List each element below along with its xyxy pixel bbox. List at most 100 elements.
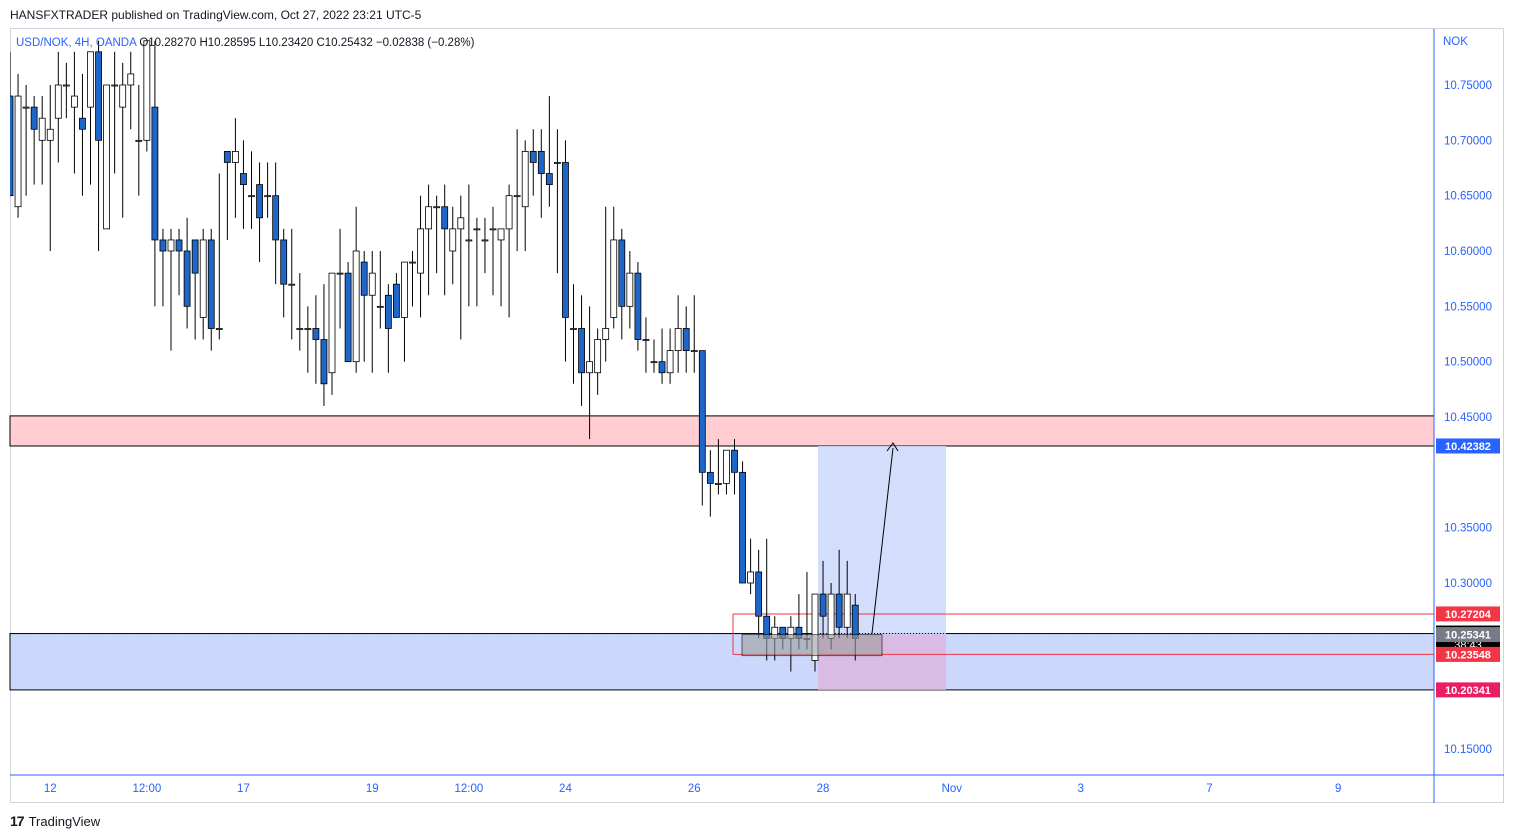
candle-body[interactable] [755,571,763,617]
price-tag[interactable] [1436,682,1500,698]
candle-body[interactable] [650,361,658,364]
candle-body[interactable] [54,84,62,119]
candle-body[interactable] [256,184,263,219]
candle-body[interactable] [401,261,408,318]
candle-body[interactable] [7,95,14,197]
candle-body[interactable] [384,294,392,329]
candle-body[interactable] [368,272,376,296]
candle-body[interactable] [296,328,304,330]
candle-body[interactable] [167,239,175,252]
candle-body[interactable] [634,272,642,340]
candle-body[interactable] [336,272,344,275]
candle-body[interactable] [425,206,433,230]
candle-body[interactable] [62,84,70,87]
candle-body[interactable] [352,250,360,363]
price-tag[interactable] [1436,438,1500,454]
candle-body[interactable] [578,328,585,374]
candle-body[interactable] [280,239,288,285]
candle-body[interactable] [747,571,754,584]
candle-body[interactable] [819,593,827,617]
resistance-zone[interactable] [9,415,1435,447]
candle-body[interactable] [231,150,239,163]
candle-body[interactable] [457,217,465,230]
candle-body[interactable] [264,195,272,198]
candle-body[interactable] [473,228,481,231]
candle-body[interactable] [159,239,167,252]
candle-body[interactable] [521,150,529,208]
candle-body[interactable] [215,328,223,330]
target-arrow-line[interactable] [871,447,894,634]
candle-body[interactable] [417,228,424,274]
candle-body[interactable] [594,339,602,374]
candle-body[interactable] [30,106,38,130]
candle-body[interactable] [119,84,127,108]
candle-body[interactable] [441,206,449,230]
candle-body[interactable] [642,339,650,341]
candle-body[interactable] [433,206,441,209]
candle-body[interactable] [610,239,618,318]
candle-body[interactable] [223,150,231,163]
candle-body[interactable] [248,195,255,198]
price-tag[interactable] [1436,606,1500,622]
candle-body[interactable] [320,339,328,385]
candle-body[interactable] [586,361,593,374]
candle-body[interactable] [87,51,94,108]
candle-body[interactable] [537,150,545,174]
candle-body[interactable] [288,283,296,286]
support-zone[interactable] [9,633,1435,691]
candle-body[interactable] [38,117,46,141]
candle-body[interactable] [827,593,835,639]
candle-body[interactable] [191,239,199,274]
entry-box[interactable] [741,634,883,657]
candle-body[interactable] [240,173,247,186]
candle-body[interactable] [843,593,851,628]
candle-body[interactable] [328,272,336,374]
candle-body[interactable] [715,482,722,485]
candle-body[interactable] [731,449,738,473]
candle-body[interactable] [626,272,634,307]
candle-body[interactable] [835,593,843,628]
candle-body[interactable] [674,328,682,352]
candle-body[interactable] [183,250,191,307]
candle-body[interactable] [151,106,159,241]
candle-body[interactable] [698,350,706,473]
candle-body[interactable] [71,95,78,108]
candle-body[interactable] [562,162,569,318]
candle-body[interactable] [851,604,859,639]
candle-body[interactable] [360,261,368,296]
candle-body[interactable] [739,471,746,584]
candle-body[interactable] [545,173,553,186]
candle-body[interactable] [449,228,457,252]
candle-body[interactable] [143,40,151,141]
candle-body[interactable] [505,195,513,230]
price-tag[interactable] [1436,627,1500,643]
candle-body[interactable] [690,350,698,353]
candle-body[interactable] [409,261,416,264]
candle-body[interactable] [658,361,666,374]
candle-body[interactable] [554,162,561,164]
candle-body[interactable] [811,593,819,661]
candle-body[interactable] [497,228,505,241]
candle-body[interactable] [14,95,22,208]
candle-body[interactable] [481,239,489,242]
candle-body[interactable] [46,128,54,141]
candle-body[interactable] [103,84,110,230]
price-tag[interactable] [1436,646,1500,662]
candle-body[interactable] [175,239,183,252]
tradingview-logo[interactable]: 17 TradingView [10,813,100,829]
candle-body[interactable] [95,51,102,141]
candle-body[interactable] [111,84,119,87]
candle-body[interactable] [22,106,30,109]
candle-body[interactable] [199,239,207,318]
candle-body[interactable] [79,117,86,130]
candle-body[interactable] [465,239,473,242]
candle-body[interactable] [127,73,135,86]
candle-body[interactable] [344,272,352,363]
candle-body[interactable] [392,283,400,318]
candle-body[interactable] [682,328,690,352]
candle-body[interactable] [312,328,320,340]
candle-body[interactable] [723,449,730,484]
candle-body[interactable] [376,305,384,308]
candle-body[interactable] [304,328,312,330]
